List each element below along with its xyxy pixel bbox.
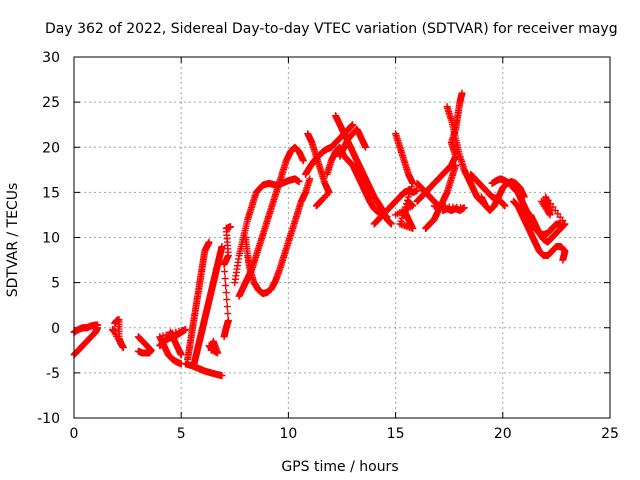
data-point (221, 275, 229, 283)
series-arc-k (220, 223, 235, 341)
data-point (392, 211, 400, 219)
data-point (501, 202, 509, 210)
x-tick-label: 20 (494, 426, 512, 442)
data-point (559, 256, 567, 264)
data-point (224, 310, 232, 318)
series-arc-v (413, 89, 466, 205)
axis-ticks: 0 5 10 15 20 25 -10 -5 0 5 10 15 20 25 30 (37, 50, 619, 442)
series-arc-g (181, 360, 226, 380)
data-point (537, 197, 545, 205)
chart-title: Day 362 of 2022, Sidereal Day-to-day VTE… (45, 21, 618, 37)
y-tick-label: -5 (46, 366, 60, 382)
data-point (227, 223, 235, 231)
data-point (222, 289, 230, 297)
series-arc-y (413, 179, 442, 210)
series-arc-s (336, 125, 370, 160)
data-point (349, 121, 357, 129)
x-axis-label: GPS time / hours (281, 459, 398, 475)
data-point (407, 186, 415, 194)
plot-frame (73, 56, 611, 419)
y-axis-label: SDTVAR / TECUs (5, 183, 21, 298)
series-arc-b (70, 321, 102, 336)
data-point (306, 175, 314, 183)
data-point (222, 282, 230, 290)
y-tick-label: 5 (51, 276, 60, 292)
y-tick-label: -10 (37, 411, 60, 427)
data-point (221, 268, 229, 276)
data-point (223, 296, 231, 304)
x-tick-label: 15 (387, 426, 405, 442)
data-point (223, 303, 231, 311)
data-point (413, 187, 421, 195)
data-point (299, 157, 307, 165)
data-points (70, 89, 569, 380)
data-point (177, 351, 185, 359)
series-arc-c (109, 316, 127, 352)
data-point (295, 178, 303, 186)
data-point (205, 238, 213, 246)
data-point (218, 243, 226, 251)
data-point (408, 183, 416, 191)
data-point (207, 346, 215, 354)
series-arc-n (242, 175, 314, 297)
x-tick-label: 0 (70, 426, 79, 442)
y-tick-label: 15 (42, 185, 60, 201)
data-point (218, 372, 226, 380)
data-point (178, 326, 186, 334)
y-tick-label: 25 (42, 95, 60, 111)
series-arc-d (134, 333, 155, 357)
y-tick-label: 20 (42, 140, 60, 156)
x-tick-label: 10 (279, 426, 297, 442)
data-point (387, 220, 395, 228)
series-arc-p (304, 130, 333, 210)
x-tick-label: 5 (177, 426, 186, 442)
series-arc-f (166, 328, 185, 359)
data-point (406, 190, 414, 198)
x-tick-label: 25 (601, 426, 619, 442)
series-arc-j (205, 337, 222, 357)
data-point (362, 143, 370, 151)
series-arc-ae (527, 193, 569, 246)
data-point (434, 202, 442, 210)
y-tick-label: 0 (51, 321, 60, 337)
data-point (111, 327, 119, 335)
data-point (452, 161, 460, 169)
y-tick-label: 10 (42, 231, 60, 247)
data-point (317, 197, 325, 205)
data-point (134, 347, 142, 355)
series-arc-u (392, 130, 417, 232)
data-point (458, 89, 466, 97)
data-point (175, 327, 183, 335)
series-arc-h (184, 238, 213, 363)
data-point (320, 193, 328, 201)
series-arc-ad (510, 197, 569, 264)
series-arc-i (190, 243, 226, 368)
data-point (224, 317, 232, 325)
data-point (94, 321, 102, 329)
y-tick-label: 30 (42, 50, 60, 66)
data-point (181, 326, 189, 334)
